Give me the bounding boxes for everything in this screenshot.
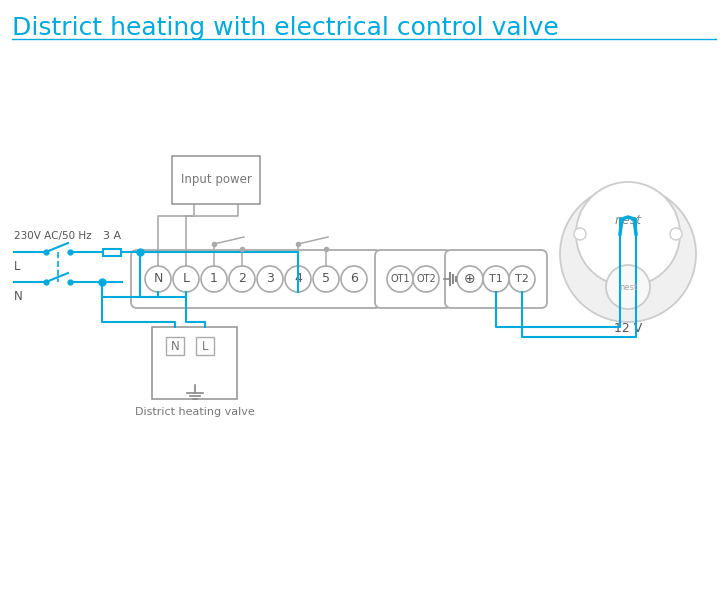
Circle shape [606, 265, 650, 309]
Circle shape [509, 266, 535, 292]
Circle shape [483, 266, 509, 292]
Circle shape [229, 266, 255, 292]
Circle shape [560, 186, 696, 322]
Circle shape [173, 266, 199, 292]
Circle shape [387, 266, 413, 292]
Text: 230V AC/50 Hz: 230V AC/50 Hz [14, 231, 92, 241]
Text: ⊕: ⊕ [464, 272, 476, 286]
Circle shape [574, 228, 586, 240]
FancyBboxPatch shape [375, 250, 451, 308]
Bar [166, 337, 184, 355]
Text: L: L [202, 340, 208, 352]
Text: Input power: Input power [181, 173, 251, 187]
Text: 2: 2 [238, 273, 246, 286]
Text: 6: 6 [350, 273, 358, 286]
Text: N: N [154, 273, 162, 286]
Circle shape [341, 266, 367, 292]
Circle shape [285, 266, 311, 292]
Bar [196, 337, 214, 355]
Circle shape [313, 266, 339, 292]
FancyBboxPatch shape [445, 250, 547, 308]
Text: nest: nest [619, 283, 637, 292]
Circle shape [670, 228, 682, 240]
Text: T2: T2 [515, 274, 529, 284]
Circle shape [201, 266, 227, 292]
Circle shape [413, 266, 439, 292]
FancyBboxPatch shape [172, 156, 260, 204]
Text: District heating with electrical control valve: District heating with electrical control… [12, 16, 559, 40]
Text: nest: nest [614, 214, 641, 228]
Text: 4: 4 [294, 273, 302, 286]
Text: N: N [14, 289, 23, 302]
Bar [103, 248, 121, 255]
Text: L: L [183, 273, 189, 286]
Text: N: N [170, 340, 179, 352]
Text: OT1: OT1 [390, 274, 410, 284]
Text: L: L [14, 260, 20, 273]
Text: 1: 1 [210, 273, 218, 286]
Circle shape [576, 182, 680, 286]
Circle shape [457, 266, 483, 292]
Text: 12 V: 12 V [614, 323, 642, 336]
Text: OT2: OT2 [416, 274, 436, 284]
Circle shape [257, 266, 283, 292]
Text: District heating valve: District heating valve [135, 407, 254, 417]
FancyBboxPatch shape [152, 327, 237, 399]
Text: T1: T1 [489, 274, 503, 284]
Circle shape [145, 266, 171, 292]
Text: 5: 5 [322, 273, 330, 286]
FancyBboxPatch shape [131, 250, 381, 308]
Text: 3 A: 3 A [103, 231, 121, 241]
Text: 3: 3 [266, 273, 274, 286]
